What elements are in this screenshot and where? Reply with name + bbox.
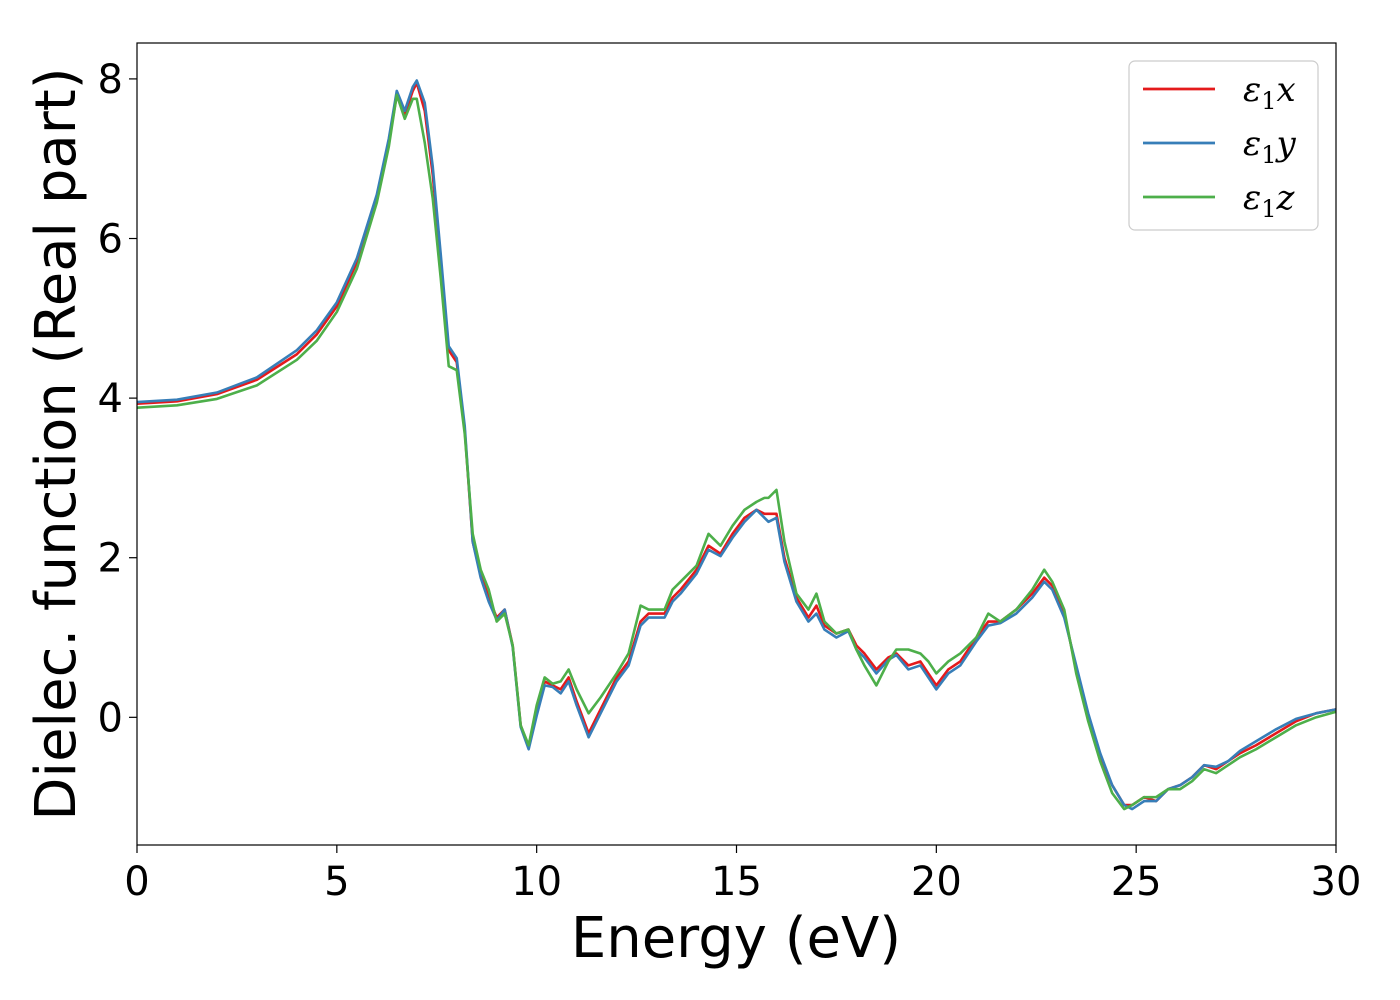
x-tick-label: 30	[1311, 859, 1362, 905]
series-line-z	[137, 93, 1336, 811]
y-tick-label: 4	[98, 376, 123, 422]
x-axis-ticks: 0 5 10 15 20 25 30	[124, 845, 1361, 905]
y-axis-label: Dielec. function (Real part)	[24, 67, 89, 820]
y-tick-label: 8	[98, 57, 123, 103]
x-tick-label: 10	[511, 859, 562, 905]
x-tick-label: 25	[1111, 859, 1162, 905]
x-tick-label: 20	[911, 859, 962, 905]
x-tick-label: 0	[124, 859, 149, 905]
x-axis-label: Energy (eV)	[571, 906, 901, 971]
x-tick-label: 15	[711, 859, 762, 905]
legend-label-x: ε1x	[1243, 70, 1296, 115]
y-axis-ticks: 0 2 4 6 8	[98, 57, 137, 741]
x-tick-label: 5	[324, 859, 349, 905]
y-tick-label: 0	[98, 695, 123, 741]
series-line-y	[137, 79, 1336, 811]
legend-label-z: ε1z	[1243, 178, 1296, 223]
legend-label-y: ε1y	[1243, 124, 1297, 169]
legend: ε1x ε1y ε1z	[1128, 60, 1319, 231]
y-tick-label: 2	[98, 536, 123, 582]
series-layer	[137, 79, 1336, 811]
y-tick-label: 6	[98, 217, 123, 263]
legend-box	[1128, 60, 1319, 231]
